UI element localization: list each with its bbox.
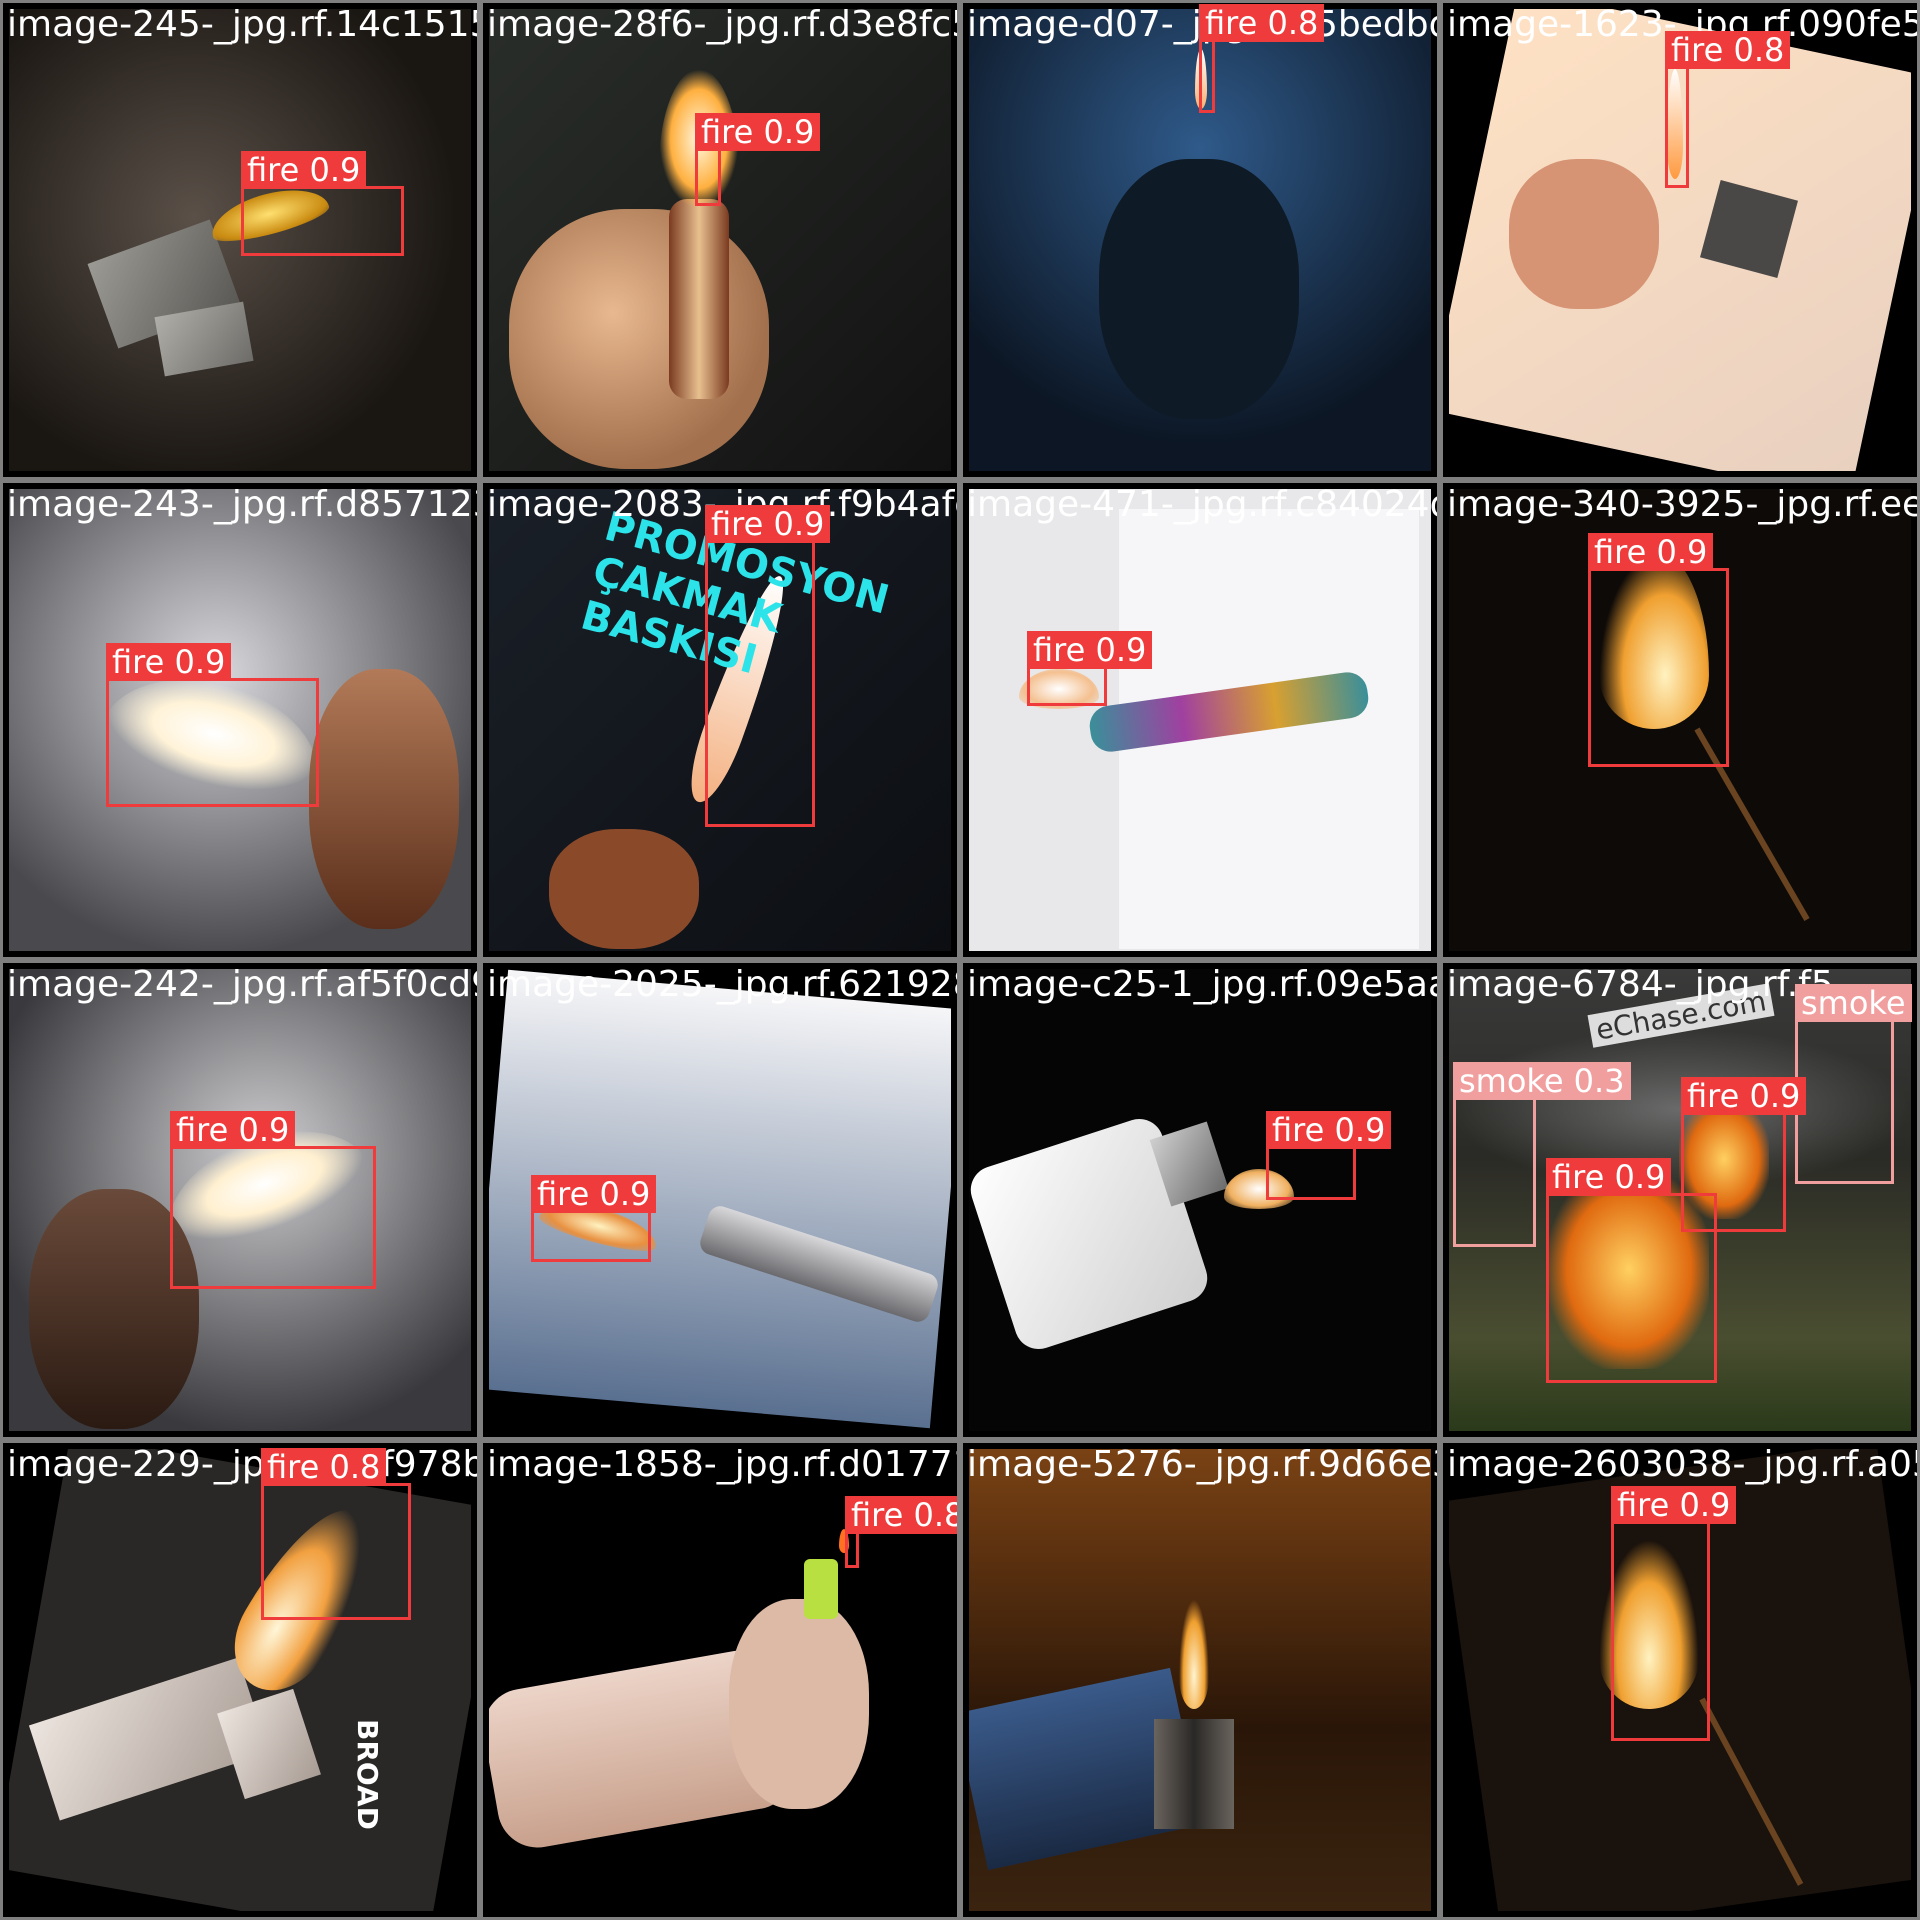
detection-box: fire 0.9 [241,151,404,256]
detection-box: fire 0.8 [845,1496,957,1568]
tile-6: PROMOSYON ÇAKMAK BASKISI image-2083-_jpg… [480,480,960,960]
detection-label: fire 0.9 [241,151,367,189]
detection-box: fire 0.9 [1681,1077,1807,1232]
tile-8: image-340-3925-_jpg.rf.ee90ef8a fire 0.9 [1440,480,1920,960]
detection-box: fire 0.9 [1027,631,1153,706]
hand [729,1599,869,1809]
tile-filename: image-245-_jpg.rf.14c1515781a08a8f6dc28 [7,4,477,45]
photo-lighter-hand [489,9,951,471]
hand-left [1509,159,1659,309]
detection-label: fire 0.9 [1611,1486,1737,1524]
tile-12: eChase.com image-6784-_jpg.rf.f5 smoke 0… [1440,960,1920,1440]
detection-label: fire 0.9 [1588,533,1714,571]
detection-label: fire 0.8 [1199,4,1325,42]
tile-filename: image-1858-_jpg.rf.d017712686155276e712 [487,1444,957,1485]
photo-broad-lighter: BROAD [9,1449,471,1911]
detection-box: fire 0.9 [1588,533,1729,767]
detection-label: fire 0.8 [845,1496,957,1534]
flame [1224,1169,1294,1209]
tile-4: image-1623-_jpg.rf.090fe501 fire 0.8 [1440,0,1920,480]
detection-label: fire 0.9 [170,1111,296,1149]
detection-box: fire 0.8 [1665,31,1791,188]
lighter-body [1154,1719,1234,1829]
tile-9: image-242-_jpg.rf.af5f0cd90dd5e02025b73 … [0,960,480,1440]
tile-filename: image-243-_jpg.rf.d857123c398146208938f [7,484,477,525]
lighter-body [804,1559,838,1619]
tile-5: image-243-_jpg.rf.d857123c398146208938f … [0,480,480,960]
photo-promo-lighter: PROMOSYON ÇAKMAK BASKISI [489,489,951,951]
detection-label: fire 0.9 [1027,631,1153,669]
hand [509,209,769,469]
photo-torch-lighter [9,489,471,951]
tile-filename: image-28f6-_jpg.rf.d3e8fc575e5892d871a [487,4,957,45]
detection-label: fire 0.8 [1665,31,1791,69]
detection-label: fire 0.9 [531,1175,657,1213]
detection-box: smoke 0.3 [1453,1062,1631,1247]
tile-1: image-245-_jpg.rf.14c1515781a08a8f6dc28 … [0,0,480,480]
tile-filename: image-2025-_jpg.rf.62192845989d6c125145a… [487,964,957,1005]
photo-white-lighter [969,969,1431,1431]
detection-box: fire 0.8 [261,1448,411,1620]
detection-label: fire 0.9 [1546,1158,1672,1196]
tile-15: image-5276-_jpg.rf.9d66e3176d55d603038 [960,1440,1440,1920]
photo-lighter-zippo [9,9,471,471]
detection-box: fire 0.8 [1199,4,1325,113]
photo-torch-lighter [9,969,471,1431]
flame [839,1529,849,1553]
tile-filename: image-471-_jpg.rf.c84024d7f00918340395 [967,484,1437,525]
fire-area [1679,1099,1769,1219]
tile-filename: image-340-3925-_jpg.rf.ee90ef8a [1447,484,1920,525]
tile-filename: image-6784-_jpg.rf.f5 [1447,964,1834,1005]
detection-label: fire 0.9 [1266,1111,1392,1149]
detection-label: fire 0.9 [705,505,831,543]
detection-label: fire 0.9 [1681,1077,1807,1115]
hand-silhouette [1099,159,1299,419]
tile-16: image-2603038-_jpg.rf.a057b080 fire 0.9 [1440,1440,1920,1920]
photo-iridescent-lighter [969,489,1431,951]
lighter-body [669,199,729,399]
detection-box: fire 0.9 [1266,1111,1392,1200]
tile-14: image-1858-_jpg.rf.d017712686155276e712 … [480,1440,960,1920]
photo-match-lighting [1449,9,1911,471]
detection-box: smoke [1795,984,1912,1184]
tile-filename: image-242-_jpg.rf.af5f0cd90dd5e02025b73 [7,964,477,1005]
detection-label: smoke 0.3 [1453,1062,1631,1100]
detection-box: fire 0.9 [1546,1158,1717,1383]
tile-7: image-471-_jpg.rf.c84024d7f00918340395 f… [960,480,1440,960]
tile-filename: image-c25-1_jpg.rf.09e5aa7de1f8376784801… [967,964,1440,1005]
tile-filename: image-5276-_jpg.rf.9d66e3176d55d603038 [967,1444,1437,1485]
detection-box: fire 0.9 [705,505,831,827]
detection-label: fire 0.8 [261,1448,387,1486]
tile-11: image-c25-1_jpg.rf.09e5aa7de1f8376784801… [960,960,1440,1440]
tile-filename: image-229-_jpg.rf.22f978bbcf41858-5bf6 [7,1444,477,1485]
detection-box: fire 0.9 [106,643,319,807]
photo-zippo-table [969,1449,1431,1911]
detection-box: fire 0.9 [695,113,821,206]
detection-label: fire 0.9 [695,113,821,151]
tile-13: BROAD image-229-_jpg.rf.22f978bbcf41858-… [0,1440,480,1920]
tile-2: image-28f6-_jpg.rf.d3e8fc575e5892d871a f… [480,0,960,480]
hand [309,669,459,929]
detection-box: fire 0.9 [531,1175,657,1262]
brand-mark: BROAD [351,1719,384,1830]
tile-3: image-d07-_jpg.rf.c5bedbd8afb5a623b fire… [960,0,1440,480]
detection-box: fire 0.9 [170,1111,376,1289]
detection-label: fire 0.9 [106,643,232,681]
photo-lighter-dark-blue [969,9,1431,471]
photo-match-flame [1449,1449,1911,1911]
detection-label: smoke [1795,984,1912,1022]
hand [549,829,699,949]
flame [1667,69,1683,179]
tile-10: image-2025-_jpg.rf.62192845989d6c125145a… [480,960,960,1440]
tile-filename: image-2603038-_jpg.rf.a057b080 [1447,1444,1917,1485]
flame [1019,669,1099,709]
detection-box: fire 0.9 [1611,1486,1737,1741]
flame [1179,1599,1209,1709]
